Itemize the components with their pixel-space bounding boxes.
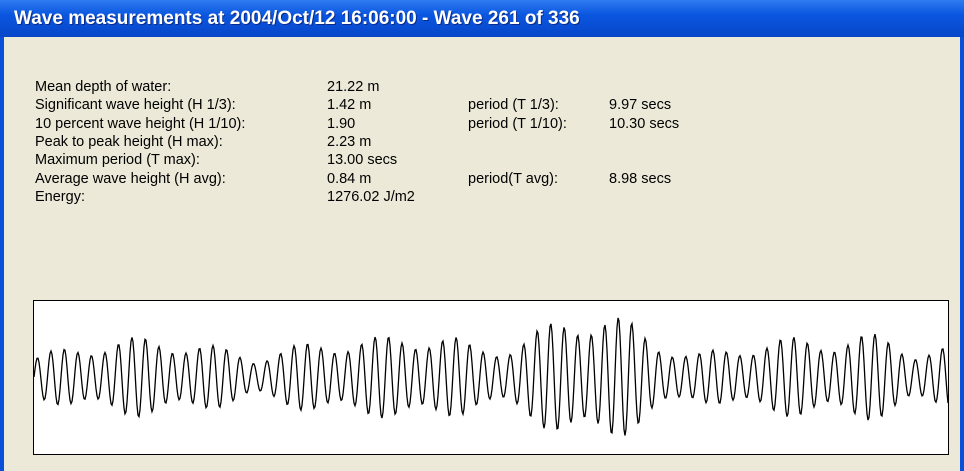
measurement-label: Average wave height (H avg): bbox=[35, 170, 226, 187]
wave-line bbox=[33, 317, 949, 436]
measurement-label: 10 percent wave height (H 1/10): bbox=[35, 115, 246, 132]
measurement-period-value: 10.30 secs bbox=[609, 115, 680, 132]
measurement-period-label: period (T 1/3): bbox=[468, 97, 559, 114]
measurement-period-value: 9.97 secs bbox=[609, 97, 672, 114]
measurement-label: Peak to peak height (H max): bbox=[35, 133, 223, 150]
measurement-value: 1.42 m bbox=[327, 97, 372, 114]
window-title: Wave measurements at 2004/Oct/12 16:06:0… bbox=[14, 8, 580, 29]
measurement-value: 1.90 bbox=[327, 115, 356, 132]
title-bar: Wave measurements at 2004/Oct/12 16:06:0… bbox=[0, 0, 964, 37]
measurement-value: 1276.02 J/m2 bbox=[327, 188, 415, 205]
measurement-label: Mean depth of water: bbox=[35, 79, 172, 95]
measurement-period-label: period(T avg): bbox=[468, 170, 558, 187]
measurement-period-value: 8.98 secs bbox=[609, 170, 672, 187]
measurement-label: Energy: bbox=[35, 188, 85, 205]
measurement-value: 0.84 m bbox=[327, 170, 372, 187]
measurement-label: Maximum period (T max): bbox=[35, 152, 200, 169]
measurement-value: 13.00 secs bbox=[327, 152, 398, 169]
measurement-label: Significant wave height (H 1/3): bbox=[35, 97, 236, 114]
measurement-value: 21.22 m bbox=[327, 79, 380, 95]
waveform bbox=[33, 317, 949, 436]
waveform-panel bbox=[33, 300, 949, 455]
measurement-value: 2.23 m bbox=[327, 133, 372, 150]
measurement-period-label: period (T 1/10): bbox=[468, 115, 567, 132]
